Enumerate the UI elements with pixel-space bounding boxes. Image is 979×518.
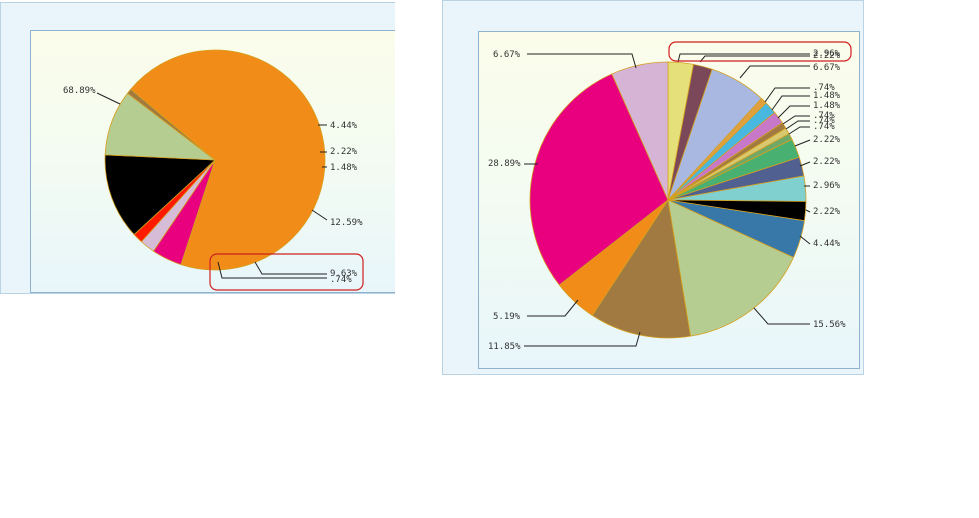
pie-right-label-17: 28.89% [488, 159, 521, 169]
pie-right-label-6: .74% [813, 111, 835, 121]
pie-right-leader-1 [699, 55, 810, 63]
pie-right-label-0: 2.96% [813, 49, 841, 59]
pie-left-leader-6 [217, 261, 327, 279]
pie-right-label-5: 1.48% [813, 101, 841, 111]
pie-right-highlight-box [668, 41, 852, 62]
pie-right-label-10: 2.22% [813, 157, 841, 167]
pie-right-label-8: .74% [813, 122, 835, 132]
pie-right-label-14: 15.56% [813, 320, 846, 330]
pie-right-leader-16 [527, 299, 579, 317]
pie-right-leader-12 [805, 209, 811, 213]
pie-right-leader-18 [527, 53, 637, 69]
pie-right-label-15: 11.85% [488, 342, 521, 352]
pie-left: 68.89% 4.44% 2.22% 1.48% 12.59% 9.63%.74% [63, 49, 364, 291]
pie-right-slice-14 [667, 199, 795, 337]
pie-left-leader-4 [311, 209, 328, 221]
pie-left-highlight-box [209, 253, 364, 291]
pie-left-leader-0 [96, 92, 121, 105]
pie-right-label-7: .74% [813, 116, 835, 126]
pie-left-label-6: .74% [330, 275, 352, 285]
pie-right-leader-2 [739, 65, 810, 79]
pie-right-leader-9 [794, 139, 811, 147]
pie-left-slice-4 [104, 154, 216, 236]
pie-right-label-3: .74% [813, 83, 835, 93]
pie-right-leader-4 [771, 95, 810, 111]
pie-right-leader-0 [677, 53, 810, 63]
pie-left-label-0: 68.89% [63, 86, 96, 96]
pie-left-label-3: 1.48% [330, 163, 358, 173]
pie-right-label-1: 2.22% [813, 51, 841, 61]
pie-right-label-11: 2.96% [813, 181, 841, 191]
pie-right-leader-10 [799, 161, 811, 167]
pie-left-slice-0 [130, 49, 326, 271]
pie-right-label-18: 6.67% [493, 50, 521, 60]
pie-right-leader-15 [524, 331, 641, 347]
pie-right-label-16: 5.19% [493, 312, 521, 322]
pie-right-leader-8 [788, 126, 810, 135]
pie-right-label-12: 2.22% [813, 207, 841, 217]
pie-right-leader-14 [753, 307, 810, 325]
pie-left-slice-6 [126, 88, 216, 161]
pie-right-label-4: 1.48% [813, 91, 841, 101]
pie-right-slice-17 [529, 73, 669, 286]
pie-left-label-5: 9.63% [330, 269, 358, 279]
pie-right-leader-3 [764, 87, 810, 103]
pie-right-slice-18 [611, 61, 669, 201]
pie-right-leader-7 [785, 120, 810, 130]
pie-left-label-4: 12.59% [330, 218, 363, 228]
pie-right-label-2: 6.67% [813, 63, 841, 73]
pie-left-label-2: 2.22% [330, 147, 358, 157]
pie-right-leader-13 [799, 235, 811, 245]
pie-right: 2.96%2.22%6.67%.74%1.48%1.48%.74%.74%.74… [488, 41, 852, 352]
pie-right-leader-6 [782, 115, 810, 125]
pie-left-leader-5 [254, 261, 327, 275]
pie-right-leader-5 [777, 105, 810, 119]
pie-right-label-9: 2.22% [813, 135, 841, 145]
pie-left-label-1: 4.44% [330, 121, 358, 131]
pie-right-label-13: 4.44% [813, 239, 841, 249]
